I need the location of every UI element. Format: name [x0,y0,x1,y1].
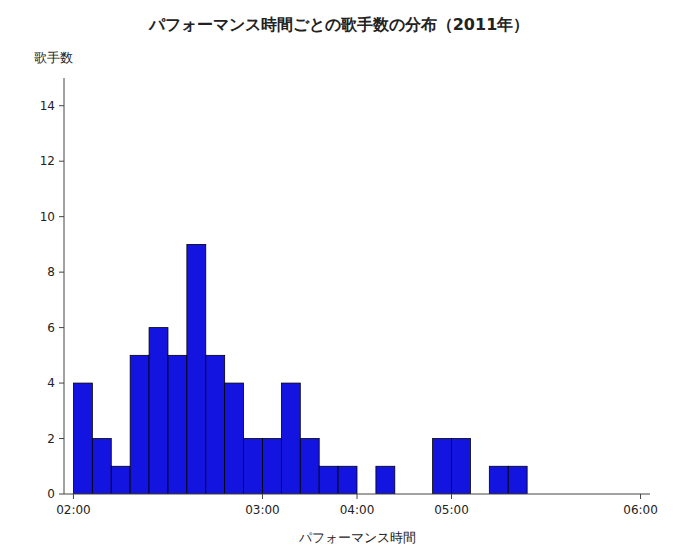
y-tick [59,438,64,439]
y-tick-label: 4 [47,376,55,390]
y-tick-label: 8 [47,265,55,279]
bar [73,383,92,494]
x-tick [73,494,74,499]
y-tick [59,327,64,328]
x-axis-label: パフォーマンス時間 [298,530,416,545]
bar [489,466,508,494]
bar [187,244,206,494]
x-tick-label: 03:00 [245,503,280,517]
bar [130,355,149,494]
y-tick-label: 0 [47,487,55,501]
x-tick-label: 05:00 [434,503,469,517]
y-axis-line [64,78,65,494]
y-tick-label: 2 [47,432,55,446]
bar [149,328,168,494]
x-tick [262,494,263,499]
y-tick [59,494,64,495]
y-tick [59,161,64,162]
x-tick [640,494,641,499]
bar [168,355,187,494]
bar [225,383,244,494]
bar [508,466,527,494]
bar [338,466,357,494]
bar [300,439,319,494]
x-tick-label: 02:00 [56,503,91,517]
bar [206,355,225,494]
bar [111,466,130,494]
x-tick [451,494,452,499]
y-tick-label: 6 [47,321,55,335]
title: パフォーマンス時間ごとの歌手数の分布（2011年） [148,15,530,34]
y-axis-label: 歌手数 [34,50,73,65]
bar [281,383,300,494]
y-tick [59,272,64,273]
y-tick [59,105,64,106]
bar [376,466,395,494]
bar [452,439,471,494]
bar [92,439,111,494]
y-tick [59,383,64,384]
y-tick-label: 14 [40,99,55,113]
bar [319,466,338,494]
x-tick [357,494,358,499]
chart: パフォーマンス時間ごとの歌手数の分布（2011年）歌手数02:0003:0004… [0,0,678,560]
x-tick-label: 04:00 [340,503,375,517]
bar [262,439,281,494]
y-tick-label: 12 [40,154,55,168]
bar [244,439,263,494]
y-tick-label: 10 [40,210,55,224]
bars [73,244,527,494]
y-tick [59,216,64,217]
bar [433,439,452,494]
x-tick-label: 06:00 [623,503,658,517]
